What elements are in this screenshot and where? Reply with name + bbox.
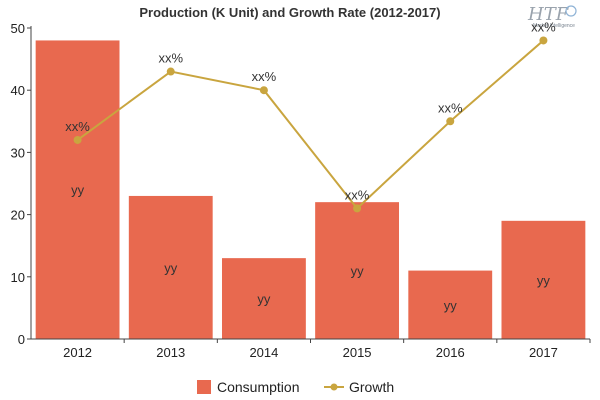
growth-point-2016 <box>446 117 455 126</box>
y-tick-label-40: 40 <box>11 83 25 98</box>
growth-label-2013: xx% <box>158 51 183 66</box>
growth-point-2013 <box>166 67 175 76</box>
bar-label-2015: yy <box>351 264 365 279</box>
bar-label-2012: yy <box>71 183 85 198</box>
bar-label-2013: yy <box>164 260 178 275</box>
legend-label-consumption: Consumption <box>217 379 300 395</box>
growth-line <box>76 39 545 210</box>
logo-mark-text: HTF <box>527 4 570 25</box>
line-label-group: xx% xx% xx% xx% xx% xx% <box>65 19 556 202</box>
x-tick-label-2013: 2013 <box>156 345 185 360</box>
x-tick-label-2012: 2012 <box>63 345 92 360</box>
globe-icon <box>565 5 577 17</box>
bar-series <box>35 40 586 339</box>
legend: Consumption Growth <box>197 379 394 395</box>
bar-2015 <box>315 202 400 339</box>
htf-logo: HTF Market Intelligence <box>527 4 577 29</box>
bar-2013 <box>128 195 213 339</box>
bar-2017 <box>501 220 586 339</box>
axes: 0 10 20 30 40 50 2012 2013 2014 2015 2016 2017 <box>11 21 591 360</box>
growth-label-2016: xx% <box>438 100 463 115</box>
growth-label-2012: xx% <box>65 119 90 134</box>
chart-title: Production (K Unit) and Growth Rate (201… <box>139 5 440 20</box>
y-tick-label-50: 50 <box>11 21 25 36</box>
x-tick-label-2016: 2016 <box>436 345 465 360</box>
legend-swatch-consumption <box>197 380 211 394</box>
logo-subtitle: Market Intelligence <box>533 23 575 29</box>
legend-swatch-growth-marker <box>330 383 338 391</box>
y-tick-label-10: 10 <box>11 270 25 285</box>
y-tick-label-30: 30 <box>11 145 25 160</box>
bar-2014 <box>221 258 306 339</box>
bar-label-2017: yy <box>537 273 551 288</box>
x-tick-label-2015: 2015 <box>343 345 372 360</box>
growth-point-2015 <box>353 204 362 213</box>
bar-2016 <box>408 270 493 339</box>
bar-label-2016: yy <box>444 298 458 313</box>
growth-label-2015: xx% <box>345 187 370 202</box>
growth-label-2014: xx% <box>252 69 277 84</box>
growth-point-2012 <box>73 135 82 144</box>
bar-label-group: yy yy yy yy yy yy <box>71 183 550 313</box>
bar-label-2014: yy <box>257 292 271 307</box>
x-tick-label-2017: 2017 <box>529 345 558 360</box>
growth-point-2014 <box>259 86 268 95</box>
x-tick-label-2014: 2014 <box>249 345 278 360</box>
line-series <box>73 36 548 213</box>
legend-label-growth: Growth <box>349 379 394 395</box>
y-tick-label-20: 20 <box>11 208 25 223</box>
growth-label-2017: xx% <box>531 19 556 34</box>
growth-point-2017 <box>539 36 548 45</box>
y-tick-label-0: 0 <box>18 332 25 347</box>
bar-2012 <box>35 40 120 339</box>
